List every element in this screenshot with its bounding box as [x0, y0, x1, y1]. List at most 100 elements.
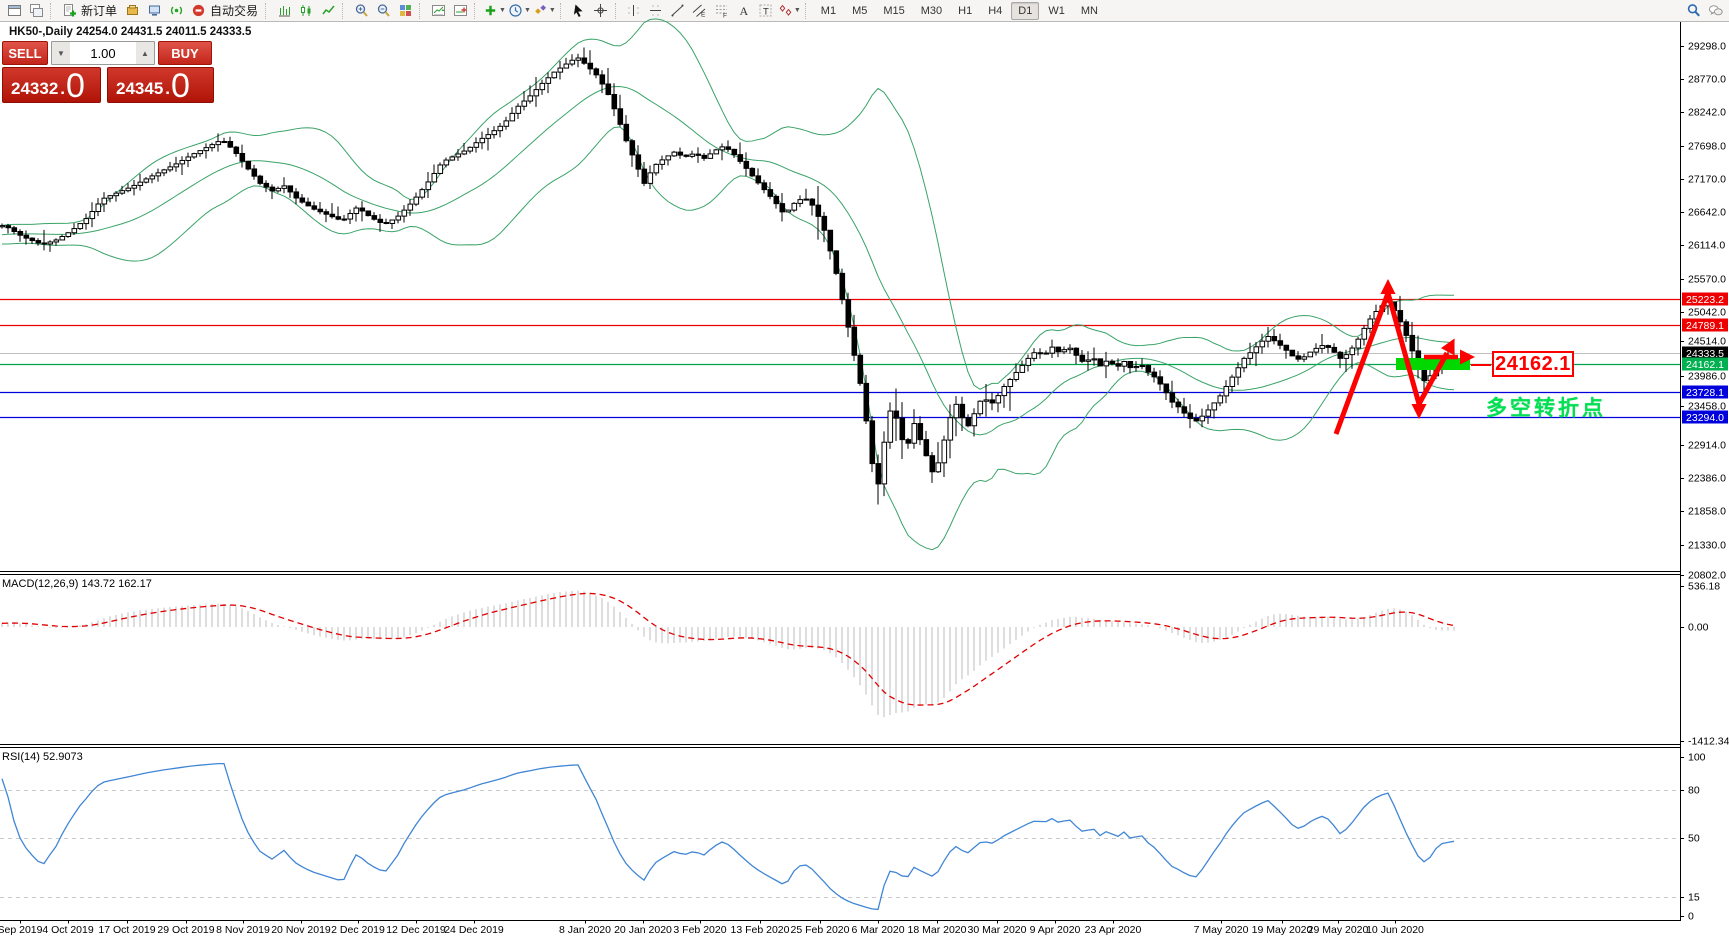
date-label: 29 Oct 2019 — [157, 924, 214, 936]
rsi-tick-label: 80 — [1688, 785, 1700, 797]
timeframe-button-d1[interactable]: D1 — [1011, 1, 1040, 20]
date-label: 13 Feb 2020 — [731, 924, 790, 936]
price-badge — [1682, 346, 1728, 360]
rsi-tick-label: 50 — [1688, 833, 1700, 845]
rsi-indicator-label: RSI(14) 52.9073 — [2, 751, 83, 763]
sell-price-display[interactable]: 24332 . 0 — [2, 67, 101, 103]
signals-icon[interactable] — [166, 2, 186, 20]
macd-tick-label: 536.18 — [1688, 581, 1720, 593]
price-tick-label: 25570.0 — [1688, 274, 1726, 286]
indicator-window-icon[interactable] — [428, 2, 448, 20]
templates-icon[interactable]: ▼ — [533, 2, 556, 20]
date-label: 30 Mar 2020 — [968, 924, 1027, 936]
bollinger-lower-band[interactable] — [1, 126, 1455, 551]
price-callout-box[interactable]: 24162.1 — [1492, 351, 1574, 377]
line-chart-icon[interactable] — [318, 2, 338, 20]
date-label: 25 Feb 2020 — [791, 924, 850, 936]
search-icon[interactable] — [1683, 2, 1703, 20]
timeframe-button-m15[interactable]: M15 — [883, 4, 905, 17]
price-tick-label: 29298.0 — [1688, 41, 1726, 53]
autotrading-icon[interactable] — [188, 2, 208, 20]
timeframe-button-h1[interactable]: H1 — [958, 4, 973, 17]
chat-icon[interactable] — [1705, 2, 1725, 20]
candle-chart-icon[interactable] — [296, 2, 316, 20]
equidistant-channel-icon[interactable]: E — [690, 2, 710, 20]
cursor-icon[interactable] — [569, 2, 589, 20]
sell-button[interactable]: SELL — [2, 41, 48, 65]
sell-price-pip: 0 — [66, 67, 85, 106]
price-badge-label: 24789.1 — [1686, 320, 1724, 332]
horizontal-line-icon[interactable] — [646, 2, 666, 20]
buy-price-display[interactable]: 24345 . 0 — [107, 67, 214, 103]
price-badge — [1682, 410, 1728, 424]
date-label: 24 Dec 2019 — [444, 924, 504, 936]
market-watch-icon[interactable] — [122, 2, 142, 20]
date-label: 6 Mar 2020 — [851, 924, 904, 936]
date-label: 7 May 2020 — [1194, 924, 1249, 936]
rsi-tick-label: 0 — [1688, 911, 1694, 923]
text-icon[interactable]: A — [734, 2, 754, 20]
toolbar-separator — [50, 2, 54, 19]
chart-background[interactable] — [0, 22, 1729, 941]
trendline-icon[interactable] — [668, 2, 688, 20]
date-label: 12 Dec 2019 — [386, 924, 446, 936]
date-label: 3 Feb 2020 — [673, 924, 726, 936]
timeframe-button-h4[interactable]: H4 — [988, 4, 1003, 17]
new-chart-icon[interactable] — [4, 2, 24, 20]
chart-profiles-icon[interactable] — [26, 2, 46, 20]
period-separators-icon[interactable] — [450, 2, 470, 20]
svg-text:E: E — [701, 12, 706, 19]
price-tick-label: 20802.0 — [1688, 570, 1726, 582]
arrow-head — [1380, 279, 1396, 294]
macd-signal-line — [1, 592, 1455, 706]
chart-title: HK50-,Daily 24254.0 24431.5 24011.5 2433… — [9, 26, 252, 38]
price-badge — [1682, 357, 1728, 371]
volume-input[interactable]: 1.00 — [90, 45, 116, 61]
date-label: 8 Jan 2020 — [559, 924, 611, 936]
timeframe-button-mn[interactable]: MN — [1080, 4, 1098, 17]
vertical-line-icon[interactable] — [624, 2, 644, 20]
new-order-label[interactable]: 新订单 — [81, 4, 118, 18]
new-order-icon[interactable] — [59, 2, 79, 20]
toolbar-separator — [804, 2, 809, 19]
timeframe-button-m1[interactable]: M1 — [820, 4, 837, 17]
text-label-icon[interactable]: T — [756, 2, 776, 20]
arrows-shapes-icon[interactable]: ▼ — [778, 2, 801, 20]
price-tick-label: 28770.0 — [1688, 74, 1726, 86]
support-zone-bar[interactable] — [1396, 358, 1470, 370]
volume-decrease-button[interactable]: ▼ — [52, 42, 70, 64]
buy-price-pip: 0 — [171, 67, 190, 106]
price-tick-label: 26114.0 — [1688, 240, 1725, 252]
rsi-tick-label: 15 — [1688, 892, 1700, 904]
arrow-head — [1460, 349, 1475, 365]
tile-windows-icon[interactable] — [395, 2, 415, 20]
price-tick-label: 26642.0 — [1688, 207, 1726, 219]
timeframe-button-m30[interactable]: M30 — [920, 4, 943, 17]
date-label: 2 Dec 2019 — [331, 924, 385, 936]
bar-chart-icon[interactable] — [274, 2, 294, 20]
date-label: 10 Jun 2020 — [1366, 924, 1424, 936]
autotrading-label[interactable]: 自动交易 — [210, 4, 259, 18]
toolbar-separator — [474, 2, 478, 19]
timeframes-menu-icon[interactable]: ▼ — [508, 2, 531, 20]
fibonacci-icon[interactable]: F — [712, 2, 732, 20]
bollinger-middle-band[interactable] — [1, 85, 1455, 436]
turning-point-text[interactable]: 多空转折点 — [1486, 397, 1606, 420]
one-click-trading-panel: SELL ▼ 1.00 ▲ BUY 24332 . 0 24345 . 0 — [2, 41, 214, 103]
zoom-out-icon[interactable] — [373, 2, 393, 20]
main-toolbar: 新订单 自动交易 ▼ ▼ ▼ E F A T ▼ M1 M5 M15 M30 H1 H4 D1 W1 MN — [0, 0, 1729, 22]
timeframe-button-m5[interactable]: M5 — [852, 4, 868, 17]
terminal-icon[interactable] — [144, 2, 164, 20]
volume-increase-button[interactable]: ▲ — [136, 42, 154, 64]
date-label: 17 Oct 2019 — [98, 924, 155, 936]
zigzag-arrow-line[interactable] — [1333, 284, 1450, 435]
bollinger-upper-band[interactable] — [1, 18, 1455, 390]
add-indicator-icon[interactable]: ▼ — [483, 2, 506, 20]
zoom-in-icon[interactable] — [351, 2, 371, 20]
buy-button[interactable]: BUY — [158, 41, 212, 65]
timeframe-button-w1[interactable]: W1 — [1048, 4, 1065, 17]
crosshair-icon[interactable] — [591, 2, 611, 20]
price-tick-label: 21858.0 — [1688, 506, 1726, 518]
toolbar-separator — [614, 2, 619, 19]
